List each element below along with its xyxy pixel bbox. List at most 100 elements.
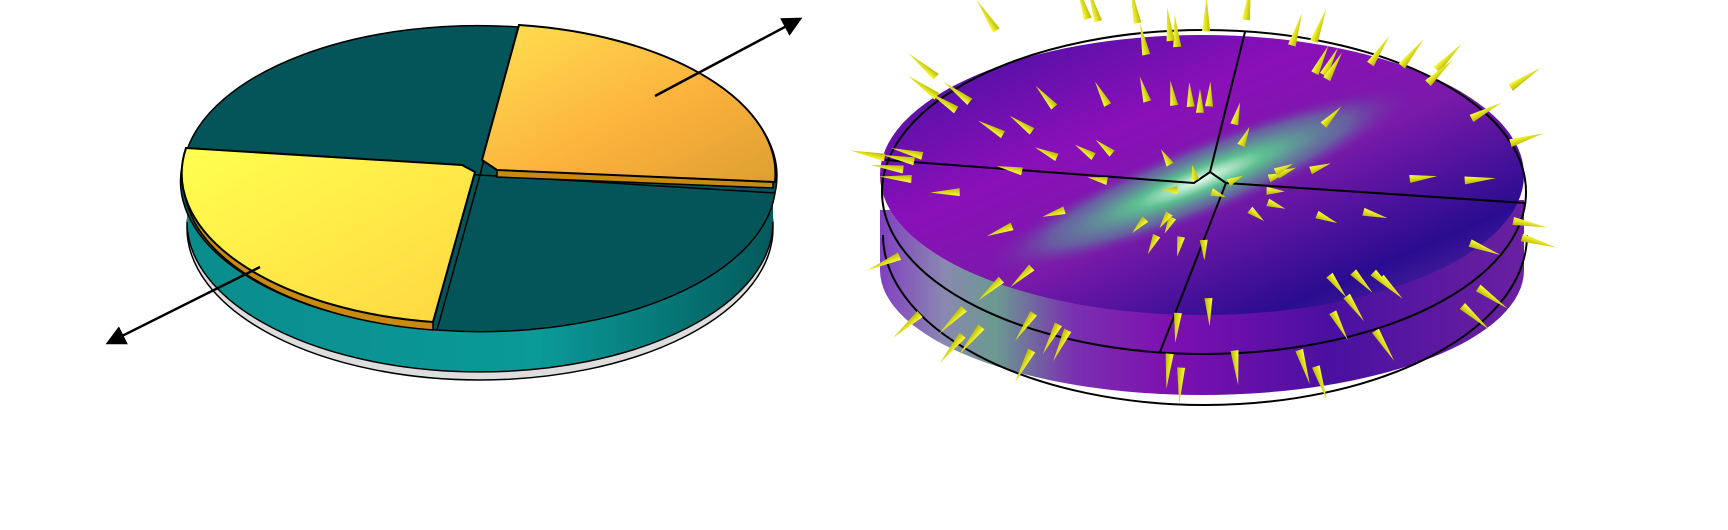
cone-arrow-icon (890, 148, 924, 160)
cone-arrow-icon (1210, 188, 1226, 197)
cone-arrow-icon (939, 332, 966, 364)
cone-arrow-icon (1343, 293, 1365, 322)
pie-slice-yellow (180, 146, 477, 324)
cone-arrow-icon (1130, 0, 1142, 24)
cone-arrow-icon (1311, 45, 1329, 75)
cone-arrow-icon (1310, 9, 1327, 43)
pie-slice-orange (480, 23, 777, 184)
cone-arrow-icon (1164, 215, 1177, 234)
cone-arrow-icon (870, 164, 904, 174)
arrow-icon (654, 17, 803, 98)
cone-arrow-icon (1520, 233, 1557, 248)
cone-arrow-icon (1195, 88, 1204, 113)
cone-field (850, 0, 1557, 404)
cone-arrow-icon (996, 166, 1023, 176)
cone-arrow-icon (1409, 174, 1438, 183)
cone-arrow-icon (1350, 269, 1373, 293)
cone-arrow-icon (958, 324, 985, 355)
cone-arrow-icon (1273, 163, 1294, 176)
cone-arrow-icon (1319, 47, 1339, 77)
cone-arrow-icon (1295, 348, 1310, 385)
cone-arrow-icon (1074, 144, 1096, 160)
cone-arrow-icon (1015, 311, 1037, 341)
cone-arrow-icon (1177, 236, 1186, 257)
cone-arrow-icon (1242, 0, 1251, 21)
cone-arrow-icon (1362, 207, 1388, 219)
cone-arrow-icon (938, 305, 967, 334)
cone-arrow-icon (1508, 67, 1541, 91)
cone-arrow-icon (986, 222, 1014, 237)
cone-arrow-icon (1326, 272, 1347, 298)
pie-chart-3d (105, 17, 803, 381)
cone-arrow-icon (1087, 177, 1108, 185)
cone-arrow-icon (1191, 165, 1200, 181)
cone-arrow-icon (1095, 81, 1112, 107)
cone-arrow-icon (867, 252, 902, 271)
cone-arrow-icon (1469, 102, 1502, 122)
cone-arrow-icon (1034, 147, 1059, 161)
cone-arrow-icon (850, 150, 886, 162)
cone-arrow-icon (1159, 211, 1173, 228)
cone-arrow-icon (1204, 297, 1213, 327)
cone-arrow-icon (943, 81, 973, 105)
cone-arrow-icon (1329, 310, 1348, 341)
cone-arrow-icon (1042, 322, 1062, 355)
cone-arrow-icon (1512, 216, 1548, 228)
cone-arrow-icon (1053, 328, 1072, 362)
cone-arrow-icon (1425, 59, 1453, 87)
cone-arrow-icon (1475, 284, 1508, 309)
cone-arrow-icon (1266, 186, 1285, 195)
cone-arrow-icon (1230, 350, 1239, 386)
cone-arrow-icon (1433, 44, 1462, 73)
cone-arrow-icon (1042, 206, 1066, 217)
cone-arrow-icon (1468, 239, 1501, 256)
cone-arrow-icon (976, 0, 1000, 33)
pie-slice-teal-top (185, 24, 519, 176)
cone-arrow-icon (878, 175, 912, 184)
cone-arrow-icon (1173, 14, 1182, 48)
cone-arrow-icon (1014, 348, 1036, 383)
cone-arrow-icon (1205, 81, 1214, 107)
cone-arrow-icon (1202, 0, 1211, 32)
cone-arrow-icon (978, 120, 1005, 139)
cone-arrow-icon (1177, 367, 1186, 404)
cone-arrow-icon (881, 154, 915, 166)
cone-arrow-icon (1320, 106, 1342, 128)
cone-arrow-icon (1464, 176, 1496, 185)
cone-arrow-icon (1139, 76, 1152, 103)
cone-arrow-icon (1398, 39, 1424, 69)
cone-arrow-icon (893, 311, 923, 338)
cone-arrow-icon (1173, 312, 1182, 343)
vector-field-disk (850, 0, 1557, 406)
cone-arrow-icon (1372, 328, 1395, 361)
cone-arrow-icon (1186, 82, 1195, 107)
cone-arrow-icon (1323, 52, 1342, 82)
cone-arrow-icon (1161, 149, 1174, 167)
cone-arrow-icon (1459, 302, 1490, 330)
cone-arrow-icon (1309, 163, 1331, 175)
cone-arrow-icon (1166, 7, 1175, 42)
cone-arrow-icon (1266, 198, 1286, 209)
cone-arrow-icon (1509, 133, 1544, 148)
cone-arrow-icon (1076, 0, 1092, 21)
cone-arrow-icon (1162, 186, 1178, 195)
cone-arrow-icon (1132, 216, 1149, 234)
cone-arrow-icon (1247, 206, 1265, 222)
cone-arrow-icon (1170, 80, 1179, 106)
cone-arrow-icon (930, 188, 960, 197)
cone-arrow-icon (1288, 13, 1303, 47)
cone-arrow-icon (1087, 0, 1103, 23)
cone-arrow-icon (1230, 102, 1241, 126)
cone-arrow-icon (1140, 23, 1151, 56)
cone-arrow-icon (1370, 269, 1395, 293)
cone-arrow-icon (1199, 239, 1208, 261)
cone-arrow-icon (1312, 365, 1328, 401)
cone-arrow-icon (978, 276, 1005, 301)
cone-arrow-icon (1095, 139, 1115, 157)
arrow-icon (105, 265, 261, 345)
cone-arrow-icon (1367, 36, 1390, 67)
cone-arrow-icon (1237, 126, 1250, 148)
partition-lines (884, 31, 1526, 353)
cone-arrow-icon (928, 92, 959, 114)
